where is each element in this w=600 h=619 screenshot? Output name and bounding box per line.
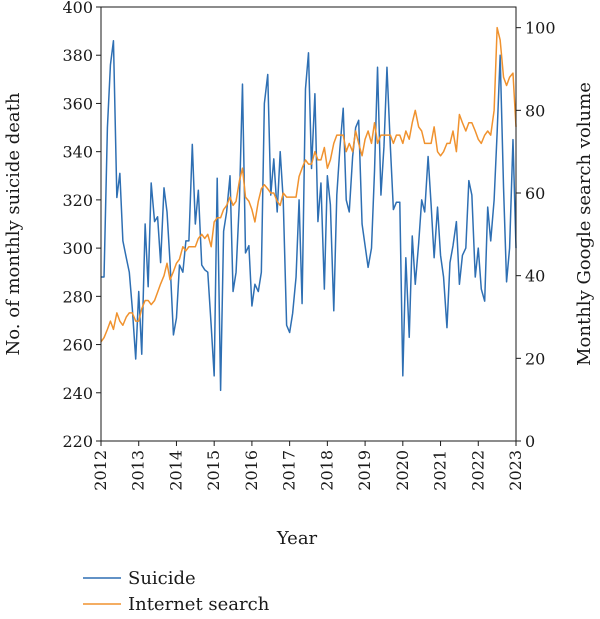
x-tick-label-2016: 2016 — [242, 450, 261, 491]
legend-label-internet-search: Internet search — [128, 594, 270, 614]
y-right-tick-label-100: 100 — [525, 19, 556, 38]
y-left-tick-label-260: 260 — [62, 336, 93, 355]
y-left-tick-label-300: 300 — [62, 239, 93, 258]
y-right-tick-label-0: 0 — [525, 432, 535, 451]
y-left-tick-label-240: 240 — [62, 384, 93, 403]
x-tick-label-2012: 2012 — [91, 450, 110, 491]
x-tick-label-2022: 2022 — [468, 450, 487, 491]
legend-item-suicide: Suicide — [83, 568, 196, 589]
x-tick-label-2013: 2013 — [129, 450, 148, 491]
plot-frame — [100, 6, 517, 442]
x-tick-label-2021: 2021 — [431, 450, 450, 491]
x-tick-label-2019: 2019 — [355, 450, 374, 491]
y-right-tick-label-60: 60 — [525, 184, 545, 203]
y-left-tick-label-340: 340 — [62, 143, 93, 162]
y-right-axis-title: Monthly Google search volume — [574, 82, 595, 366]
legend: Suicide Internet search — [83, 568, 270, 615]
x-tick-label-2018: 2018 — [317, 450, 336, 491]
x-tick-label-2023: 2023 — [506, 450, 525, 491]
y-left-tick-label-280: 280 — [62, 287, 93, 306]
y-left-tick-label-400: 400 — [62, 0, 93, 17]
y-left-tick-label-320: 320 — [62, 191, 93, 210]
x-tick-label-2020: 2020 — [393, 450, 412, 491]
x-tick-label-2015: 2015 — [204, 450, 223, 491]
y-left-tick-label-220: 220 — [62, 432, 93, 451]
legend-label-suicide: Suicide — [128, 568, 196, 589]
axes-layer: 2012 2013 2014 2015 2016 2017 2018 2019 2020 2021… — [62, 0, 555, 491]
x-tick-label-2017: 2017 — [280, 450, 299, 491]
x-axis-title: Year — [276, 528, 318, 549]
legend-item-internet-search: Internet search — [83, 594, 270, 615]
x-tick-label-2014: 2014 — [166, 450, 185, 491]
y-right-tick-label-20: 20 — [525, 349, 545, 368]
y-right-tick-label-40: 40 — [525, 267, 545, 286]
y-left-tick-label-380: 380 — [62, 46, 93, 65]
series-layer — [100, 26, 517, 392]
y-right-tick-label-80: 80 — [525, 101, 545, 120]
y-left-tick-label-360: 360 — [62, 94, 93, 113]
series-line-suicide — [101, 40, 517, 392]
y-left-axis-title: No. of monthly suicide death — [3, 92, 24, 355]
series-line-internet-search — [100, 26, 517, 343]
